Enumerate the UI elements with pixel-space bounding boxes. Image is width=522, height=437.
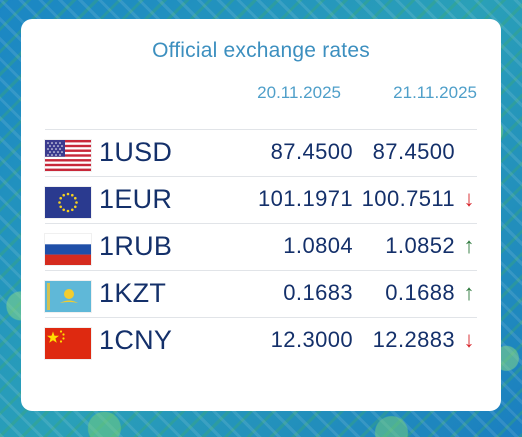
rate-row-cny: 1CNY 12.3000 12.2883 ↓ xyxy=(45,317,477,364)
currency-code: 1EUR xyxy=(99,184,173,214)
trend-up-icon: ↑ xyxy=(463,233,475,258)
trend-up-icon: ↑ xyxy=(463,280,475,305)
exchange-rates-card: Official exchange rates 20.11.2025 21.11… xyxy=(21,19,501,411)
date-previous: 20.11.2025 xyxy=(257,83,341,102)
trend-down-icon: ↓ xyxy=(463,327,475,352)
currency-code: 1USD xyxy=(99,137,173,167)
rate-current: 0.1688 xyxy=(385,280,455,305)
currency-code: 1CNY xyxy=(99,325,173,355)
currency-code: 1KZT xyxy=(99,278,167,308)
rate-previous: 0.1683 xyxy=(283,280,353,305)
rate-row-eur: 1EUR 101.1971 100.7511 ↓ xyxy=(45,176,477,223)
rate-current: 12.2883 xyxy=(372,327,455,352)
rate-previous: 1.0804 xyxy=(283,233,353,258)
kazakhstan-flag-icon xyxy=(45,281,91,312)
russia-flag-icon xyxy=(45,234,91,265)
eu-flag-icon xyxy=(45,187,91,218)
usa-flag-icon xyxy=(45,140,91,171)
trend-down-icon: ↓ xyxy=(463,186,475,211)
rate-current: 1.0852 xyxy=(385,233,455,258)
rate-previous: 87.4500 xyxy=(270,139,353,164)
currency-code: 1RUB xyxy=(99,231,173,261)
rate-row-kzt: 1KZT 0.1683 0.1688 ↑ xyxy=(45,270,477,317)
china-flag-icon xyxy=(45,328,91,359)
rate-previous: 12.3000 xyxy=(270,327,353,352)
rate-row-rub: 1RUB 1.0804 1.0852 ↑ xyxy=(45,223,477,270)
date-current: 21.11.2025 xyxy=(393,83,477,102)
widget-title: Official exchange rates xyxy=(152,39,370,62)
rate-row-usd: 1USD 87.4500 87.4500 xyxy=(45,129,477,176)
rate-current: 87.4500 xyxy=(372,139,455,164)
rate-previous: 101.1971 xyxy=(258,186,353,211)
rate-current: 100.7511 xyxy=(361,186,455,211)
